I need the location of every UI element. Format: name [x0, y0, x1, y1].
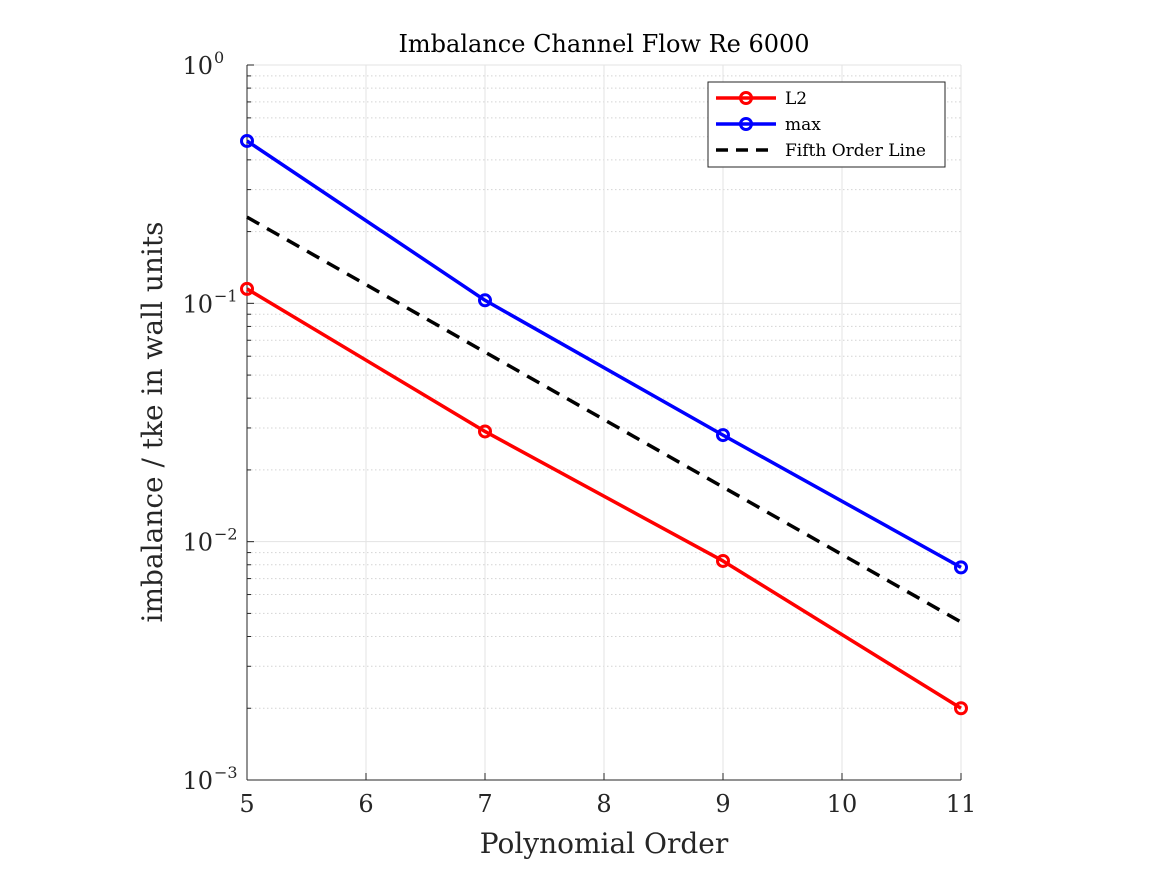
y-tick-label: 10 0 — [182, 48, 224, 80]
legend-entry: max — [716, 115, 821, 135]
x-tick-label: 8 — [596, 790, 611, 818]
x-tick-label: 5 — [239, 790, 254, 818]
y-tick-label-exponent: −2 — [214, 525, 238, 544]
data-point — [954, 560, 968, 575]
data-point — [240, 281, 254, 296]
data-point — [478, 293, 492, 308]
axes — [246, 64, 962, 781]
y-tick-label: 10 −2 — [182, 525, 237, 557]
y-axis-label: imbalance / tke in wall units — [136, 222, 169, 623]
x-tick-label: 7 — [477, 790, 492, 818]
y-tick-label-exponent: −3 — [214, 763, 238, 782]
legend-marker — [739, 117, 753, 131]
y-tick-label-base: 10 — [182, 290, 213, 318]
legend-label: Fifth Order Line — [785, 141, 926, 161]
x-axis-label: Polynomial Order — [480, 827, 729, 860]
x-tick-label: 10 — [827, 790, 858, 818]
x-tick-label: 9 — [715, 790, 730, 818]
y-tick-label-base: 10 — [182, 529, 213, 557]
y-tick-label: 10 −1 — [182, 286, 237, 318]
x-tick-label: 11 — [946, 790, 977, 818]
x-tick-label: 6 — [358, 790, 373, 818]
series-line — [246, 139, 962, 569]
legend-entry: Fifth Order Line — [716, 141, 926, 161]
data-point — [954, 701, 968, 716]
series-line — [246, 287, 962, 710]
chart-title: Imbalance Channel Flow Re 6000 — [398, 30, 809, 58]
data-point — [240, 133, 254, 148]
legend: L2 max Fifth Order Line — [707, 81, 946, 168]
legend-label: L2 — [785, 89, 807, 109]
series-l2 — [240, 281, 968, 716]
legend-marker — [739, 91, 753, 105]
series-max — [240, 133, 968, 575]
y-tick-label-base: 10 — [182, 52, 213, 80]
y-tick-label-exponent: 0 — [214, 48, 224, 67]
legend-label: max — [785, 115, 821, 135]
data-point — [716, 553, 730, 568]
legend-entry: L2 — [716, 89, 807, 109]
data-point — [716, 428, 730, 443]
y-tick-label: 10 −3 — [182, 763, 237, 795]
y-tick-label-base: 10 — [182, 767, 213, 795]
data-point — [478, 424, 492, 439]
series-layer — [240, 133, 968, 716]
y-tick-label-exponent: −1 — [214, 286, 238, 305]
